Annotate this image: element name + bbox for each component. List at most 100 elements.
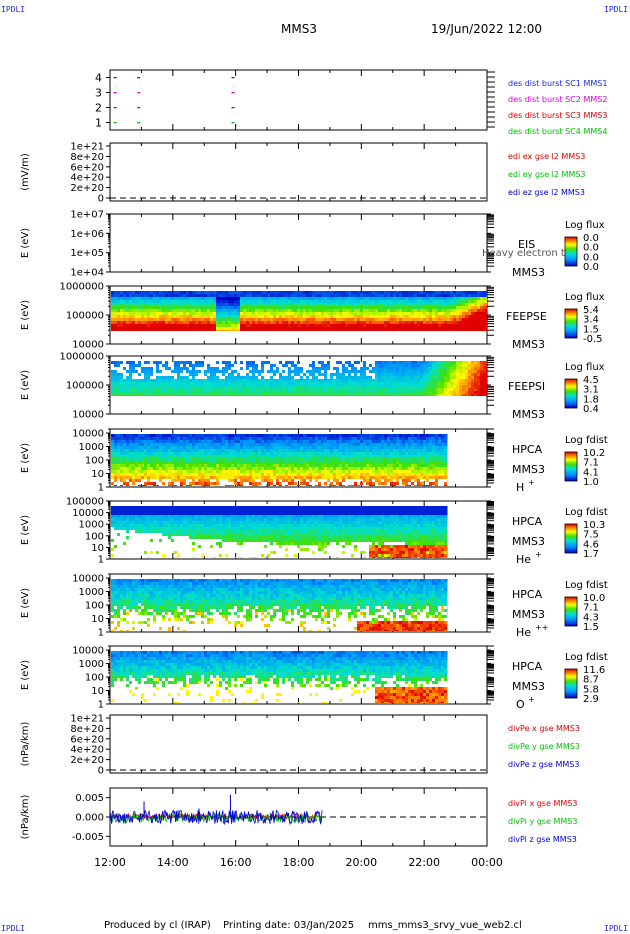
spectrogram-cell [234,446,237,449]
spectrogram-cell [468,318,471,321]
spectrogram-cell [192,364,195,367]
spectrogram-cell [156,455,159,458]
spectrogram-cell [297,312,300,315]
spectrogram-cell [378,446,381,449]
spectrogram-cell [360,312,363,315]
spectrogram-cell [405,385,408,388]
spectrogram-cell [111,376,114,379]
spectrogram-cell [174,437,177,440]
spectrogram-cell [408,294,411,297]
spectrogram-cell [393,330,396,331]
spectrogram-cell [255,485,258,486]
spectrogram-cell [120,394,123,396]
spectrogram-cell [390,330,393,331]
spectrogram-cell [408,388,411,391]
spectrogram-cell [378,476,381,479]
spectrogram-cell [345,440,348,443]
spectrogram-cell [114,373,117,376]
spectrogram-cell [249,312,252,315]
spectrogram-cell [426,385,429,388]
spectrogram-cell [201,394,204,396]
spectrogram-cell [330,309,333,312]
spectrogram-cell [207,440,210,443]
spectrogram-cell [117,470,120,473]
spectrogram-cell [441,315,444,318]
spectrogram-cell [111,297,114,300]
spectrogram-cell [432,364,435,367]
spectrogram-cell [399,297,402,300]
spectrogram-cell [378,455,381,458]
spectrogram-cell [147,294,150,297]
spectrogram-cell [261,452,264,455]
spectrogram-cell [378,449,381,452]
spectrogram-cell [321,297,324,300]
spectrogram-cell [276,300,279,303]
spectrogram-cell [333,303,336,306]
spectrogram-cell [252,379,255,382]
spectrogram-cell [177,300,180,303]
spectrogram-cell [366,376,369,379]
spectrogram-cell [414,327,417,330]
spectrogram-cell [264,291,267,294]
spectrogram-cell [132,315,135,318]
spectrogram-cell [117,361,120,364]
spectrogram-cell [165,321,168,324]
spectrogram-cell [126,318,129,321]
spectrogram-cell [366,467,369,470]
spectrogram-cell [222,473,225,476]
spectrogram-cell [180,391,183,394]
spectrogram-cell [435,297,438,300]
spectrogram-cell [255,473,258,476]
spectrogram-cell [396,297,399,300]
spectrogram-cell [357,485,360,486]
spectrogram-cell [270,434,273,437]
spectrogram-cell [255,391,258,394]
spectrogram-cell [417,309,420,312]
spectrogram-cell [450,388,453,391]
spectrogram-cell [204,434,207,437]
spectrogram-cell [354,482,357,485]
spectrogram-cell [366,306,369,309]
spectrogram-cell [423,294,426,297]
spectrogram-cell [321,470,324,473]
spectrogram-cell [183,479,186,482]
spectrogram-cell [180,452,183,455]
spectrogram-cell [117,318,120,321]
spectrogram-cell [480,309,483,312]
spectrogram-cell [126,324,129,327]
spectrogram-cell [306,440,309,443]
spectrogram-cell [135,385,138,388]
spectrogram-cell [288,476,291,479]
spectrogram-cell [162,470,165,473]
spectrogram-cell [474,370,477,373]
spectrogram-cell [213,373,216,376]
spectrogram-cell [258,464,261,467]
spectrogram-cell [144,370,147,373]
spectrogram-cell [117,382,120,385]
spectrogram-cell [123,318,126,321]
spectrogram-cell [201,385,204,388]
spectrogram-cell [255,434,258,437]
spectrogram-cell [396,327,399,330]
spectrogram-cell [282,452,285,455]
spectrogram-cell [252,300,255,303]
spectrogram-cell [240,306,243,309]
spectrogram-cell [426,306,429,309]
spectrogram-cell [330,440,333,443]
spectrogram-cell [126,291,129,294]
spectrogram-cell [471,367,474,370]
spectrogram-cell [177,324,180,327]
spectrogram-cell [117,458,120,461]
spectrogram-cell [282,388,285,391]
spectrogram-cell [267,297,270,300]
spectrogram-cell [219,476,222,479]
spectrogram-cell [168,437,171,440]
spectrogram-cell [402,303,405,306]
spectrogram-cell [312,449,315,452]
spectrogram-cell [252,440,255,443]
spectrogram-cell [144,303,147,306]
spectrogram-cell [291,312,294,315]
spectrogram-cell [279,294,282,297]
spectrogram-cell [399,367,402,370]
spectrogram-cell [135,303,138,306]
